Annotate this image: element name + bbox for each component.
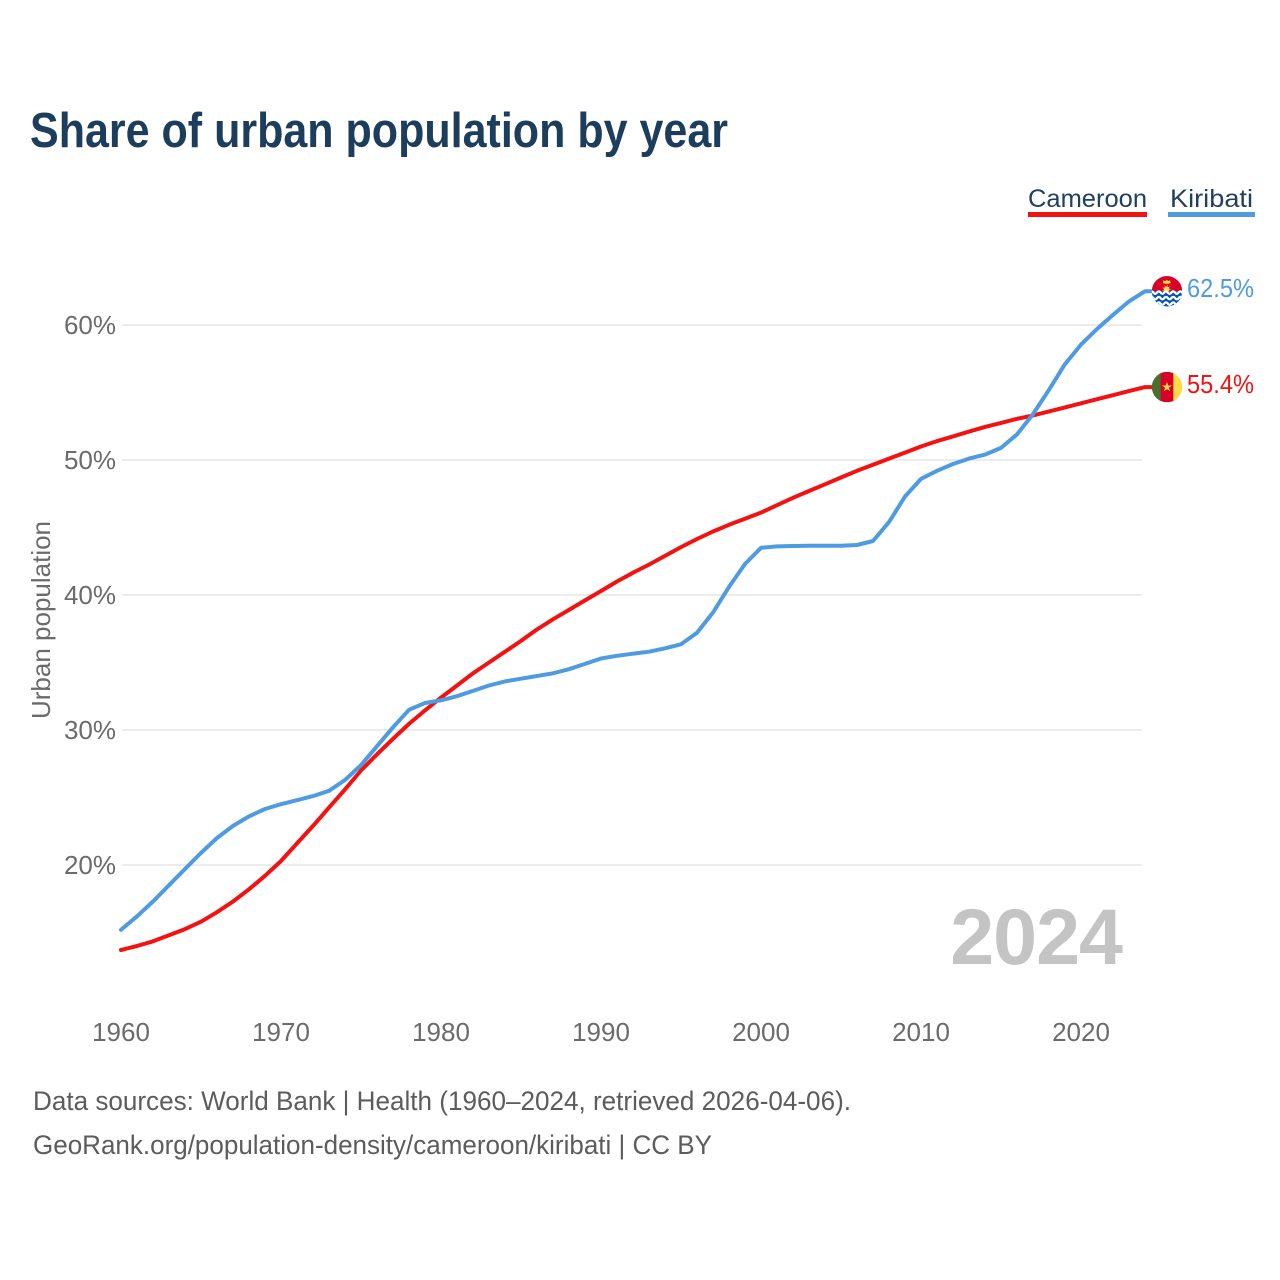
- svg-text:1980: 1980: [412, 1017, 470, 1047]
- svg-text:2024: 2024: [950, 892, 1123, 981]
- svg-text:GeoRank.org/population-density: GeoRank.org/population-density/cameroon/…: [33, 1130, 712, 1160]
- svg-text:Cameroon: Cameroon: [1028, 185, 1147, 213]
- svg-text:2000: 2000: [732, 1017, 790, 1047]
- svg-text:50%: 50%: [64, 445, 116, 475]
- svg-text:2020: 2020: [1052, 1017, 1110, 1047]
- svg-text:40%: 40%: [64, 580, 116, 610]
- svg-text:60%: 60%: [64, 310, 116, 340]
- svg-text:1960: 1960: [92, 1017, 150, 1047]
- svg-text:1970: 1970: [252, 1017, 310, 1047]
- svg-text:Kiribati: Kiribati: [1170, 185, 1253, 213]
- svg-text:20%: 20%: [64, 850, 116, 880]
- svg-text:30%: 30%: [64, 715, 116, 745]
- svg-text:55.4%: 55.4%: [1187, 369, 1254, 399]
- svg-text:Share of urban population by y: Share of urban population by year: [30, 104, 728, 158]
- svg-text:2010: 2010: [892, 1017, 950, 1047]
- svg-text:1990: 1990: [572, 1017, 630, 1047]
- svg-text:Data sources: World Bank | Hea: Data sources: World Bank | Health (1960–…: [33, 1086, 851, 1116]
- svg-text:Urban population: Urban population: [26, 521, 56, 719]
- svg-text:62.5%: 62.5%: [1187, 273, 1254, 303]
